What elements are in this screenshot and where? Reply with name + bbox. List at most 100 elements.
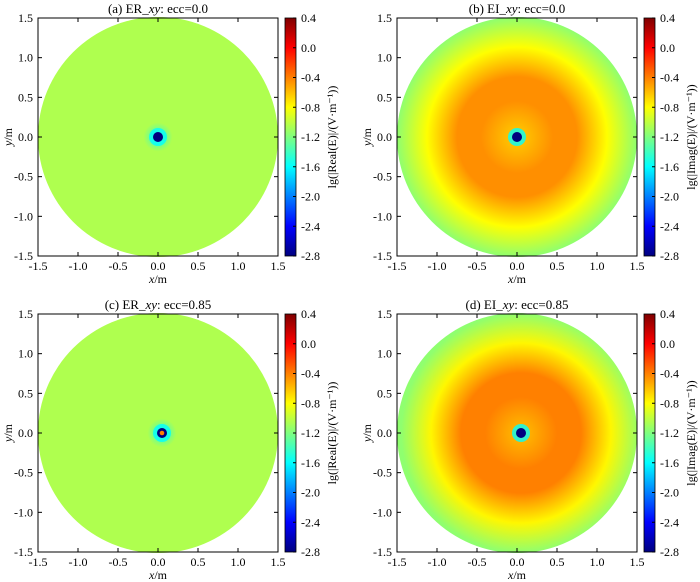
chart-title: (c) ER_xy: ecc=0.85: [105, 297, 212, 312]
source-marker: [516, 428, 526, 438]
chart-title: (b) EI_xy: ecc=0.0: [469, 1, 566, 16]
x-tick-label: 1.0: [231, 555, 246, 569]
source-marker: [153, 132, 163, 142]
colorbar-tick-label: -2.4: [660, 515, 679, 529]
colorbar-tick-label: -1.6: [660, 160, 679, 174]
colorbar-label: lg(|Real(E)|/(V·m⁻¹)): [325, 86, 339, 189]
chart-panel-1: -1.5 -1.0 -0.5 0.0 0.5 1.0 1.5 1.5 1.0 0.5 0.0 -0.5…: [360, 1, 698, 286]
colorbar-label: lg(|Imag(E)|/(V·m⁻¹)): [684, 380, 698, 485]
x-tick-label: -0.5: [109, 555, 128, 569]
y-tick-label: -1.0: [14, 505, 33, 519]
y-tick-label: -1.5: [14, 545, 33, 559]
y-tick-label: -0.5: [373, 466, 392, 480]
colorbar-tick-label: -2.0: [660, 190, 679, 204]
y-tick-label: 1.0: [18, 51, 33, 65]
x-tick-label: 1.0: [231, 259, 246, 273]
chart-title: (d) EI_xy: ecc=0.85: [466, 297, 569, 312]
y-tick-label: -1.0: [373, 209, 392, 223]
x-tick-label: 1.5: [630, 555, 645, 569]
y-tick-label: 0.0: [18, 426, 33, 440]
x-axis-label: x/m: [507, 568, 527, 582]
colorbar-tick-label: -1.2: [660, 130, 679, 144]
y-tick-label: -1.5: [373, 545, 392, 559]
y-axis-label: y/m: [1, 423, 15, 443]
x-tick-label: 0.0: [151, 259, 166, 273]
x-tick-label: 0.5: [550, 259, 565, 273]
source-core: [159, 430, 165, 436]
y-tick-label: 0.5: [18, 386, 33, 400]
colorbar-tick-label: 0.4: [660, 11, 675, 25]
colorbar-tick-label: -2.4: [301, 515, 320, 529]
colorbar-tick-label: 0.0: [660, 337, 675, 351]
y-tick-label: 0.0: [377, 426, 392, 440]
colorbar-tick-label: -0.4: [301, 71, 320, 85]
x-tick-label: -0.5: [109, 259, 128, 273]
x-tick-label: -1.5: [388, 555, 407, 569]
x-tick-label: 1.0: [590, 555, 605, 569]
x-tick-label: -0.5: [468, 555, 487, 569]
y-tick-label: 1.0: [377, 347, 392, 361]
x-tick-label: 0.5: [191, 259, 206, 273]
x-axis-label: x/m: [507, 272, 527, 286]
colorbar-tick-label: 0.0: [660, 41, 675, 55]
colorbar-label: lg(|Real(E)|/(V·m⁻¹)): [325, 382, 339, 485]
x-tick-label: 0.5: [550, 555, 565, 569]
x-axis-label: x/m: [148, 568, 168, 582]
x-tick-label: -1.0: [69, 555, 88, 569]
y-tick-label: 1.0: [377, 51, 392, 65]
colorbar-tick-label: -2.8: [301, 249, 320, 263]
x-tick-label: -1.0: [428, 259, 447, 273]
chart-panel-0: -1.5 -1.0 -0.5 0.0 0.5 1.0 1.5 1.5 1.0 0.5 0.0 -0.5…: [1, 1, 339, 286]
x-tick-label: 0.0: [510, 555, 525, 569]
y-tick-label: 1.0: [18, 347, 33, 361]
colorbar-tick-label: 0.0: [301, 337, 316, 351]
y-tick-label: 0.0: [18, 130, 33, 144]
y-tick-label: -1.5: [14, 249, 33, 263]
y-tick-label: 0.5: [18, 90, 33, 104]
chart-panel-3: -1.5 -1.0 -0.5 0.0 0.5 1.0 1.5 1.5 1.0 0.5 0.0 -0.5…: [360, 297, 698, 582]
chart-panel-2: -1.5 -1.0 -0.5 0.0 0.5 1.0 1.5 1.5 1.0 0.5 0.0 -0.5…: [1, 297, 339, 582]
y-tick-label: -0.5: [373, 170, 392, 184]
colorbar-tick-label: -0.8: [660, 100, 679, 114]
x-tick-label: 0.0: [151, 555, 166, 569]
colorbar-tick-label: 0.4: [301, 307, 316, 321]
y-tick-label: -1.0: [14, 209, 33, 223]
chart-title: (a) ER_xy: ecc=0.0: [108, 1, 208, 16]
colorbar-tick-label: 0.4: [660, 307, 675, 321]
colorbar-tick-label: -2.0: [660, 486, 679, 500]
y-tick-label: 1.5: [18, 11, 33, 25]
colorbar-tick-label: -0.4: [301, 367, 320, 381]
colorbar-tick-label: -2.8: [660, 249, 679, 263]
colorbar-tick-label: 0.4: [301, 11, 316, 25]
colorbar-tick-label: 0.0: [301, 41, 316, 55]
x-tick-label: -0.5: [468, 259, 487, 273]
x-tick-label: -1.5: [29, 555, 48, 569]
colorbar-tick-label: -2.8: [301, 545, 320, 559]
y-tick-label: 0.5: [377, 386, 392, 400]
colorbar-tick-label: -2.4: [301, 219, 320, 233]
x-tick-label: -1.5: [29, 259, 48, 273]
y-axis-label: y/m: [360, 423, 374, 443]
y-tick-label: -0.5: [14, 170, 33, 184]
x-tick-label: 1.5: [271, 259, 286, 273]
y-tick-label: -1.5: [373, 249, 392, 263]
colorbar-tick-label: -0.8: [301, 396, 320, 410]
x-tick-label: 1.0: [590, 259, 605, 273]
colorbar-tick-label: -1.2: [301, 130, 320, 144]
colorbar-label: lg(|Imag(E)|/(V·m⁻¹)): [684, 84, 698, 189]
y-tick-label: -1.0: [373, 505, 392, 519]
y-tick-label: -0.5: [14, 466, 33, 480]
colorbar-tick-label: -0.8: [301, 100, 320, 114]
colorbar-tick-label: -0.8: [660, 396, 679, 410]
x-tick-label: 1.5: [271, 555, 286, 569]
colorbar-tick-label: -0.4: [660, 71, 679, 85]
colorbar-tick-label: -2.0: [301, 190, 320, 204]
y-axis-label: y/m: [360, 127, 374, 147]
source-marker: [512, 132, 522, 142]
x-tick-label: 0.5: [191, 555, 206, 569]
x-tick-label: 0.0: [510, 259, 525, 273]
x-tick-label: 1.5: [630, 259, 645, 273]
colorbar-tick-label: -1.2: [660, 426, 679, 440]
colorbar-tick-label: -1.6: [301, 456, 320, 470]
